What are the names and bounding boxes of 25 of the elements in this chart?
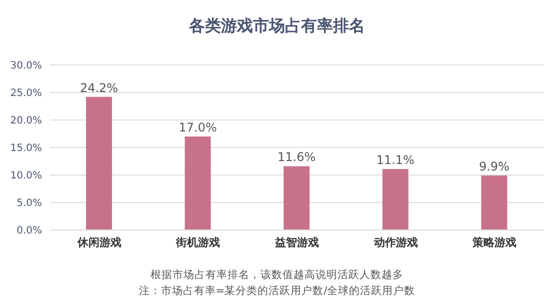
- bar: [86, 96, 112, 230]
- y-tick-label: 25.0%: [10, 88, 42, 100]
- x-tick-label: 街机游戏: [175, 236, 220, 249]
- chart-title: 各类游戏市场占有率排名: [188, 16, 366, 37]
- data-label: 9.9%: [478, 160, 510, 174]
- x-tick-label: 休闲游戏: [76, 236, 122, 249]
- y-tick-label: 30.0%: [10, 60, 42, 72]
- data-label: 17.0%: [178, 120, 217, 134]
- data-label: 11.6%: [278, 150, 316, 164]
- text: 注：市场占有率=某分类的活跃用户数/全球的活跃用户数: [138, 284, 416, 298]
- bar: [382, 168, 408, 230]
- y-tick-label: 0.0%: [16, 226, 42, 237]
- y-tick-label: 20.0%: [10, 116, 42, 127]
- y-tick-label: 10.0%: [10, 170, 42, 182]
- y-tick-label: 5.0%: [16, 198, 42, 210]
- data-label: 24.2%: [80, 80, 118, 95]
- bar: [481, 176, 508, 230]
- y-tick-label: 15.0%: [10, 143, 42, 154]
- text: 根据市场占有率排名，该数值越高说明活跃人数越多: [150, 268, 404, 282]
- x-tick-label: 策略游戏: [472, 236, 517, 249]
- data-label: 11.1%: [376, 152, 414, 167]
- x-tick-label: 动作游戏: [372, 236, 418, 249]
- bar: [184, 136, 211, 230]
- x-tick-label: 益智游戏: [274, 236, 319, 249]
- bar: [284, 166, 310, 230]
